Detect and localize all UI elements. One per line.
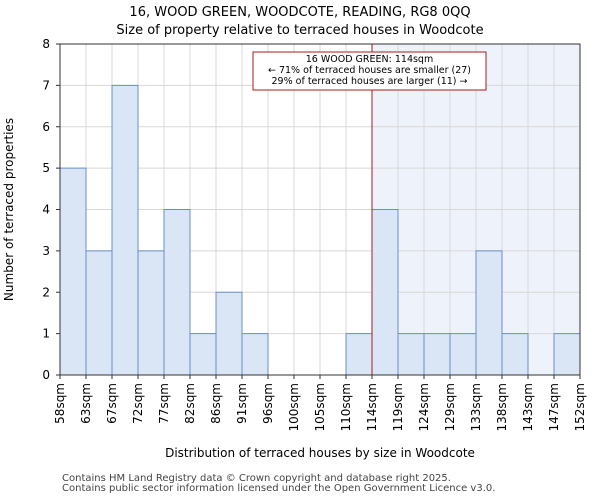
y-tick-label: 0 xyxy=(42,368,50,382)
bar xyxy=(241,333,269,376)
y-axis-ticks: 0 1 2 3 4 5 6 7 8 xyxy=(42,37,60,382)
x-tick-label: 67sqm xyxy=(105,383,119,424)
bar xyxy=(501,333,529,376)
x-tick-label: 129sqm xyxy=(443,383,457,431)
x-tick-label: 100sqm xyxy=(287,383,301,431)
bar xyxy=(85,250,113,376)
footer-credits: Contains HM Land Registry data © Crown c… xyxy=(62,474,495,494)
bar xyxy=(371,209,399,376)
bar xyxy=(59,167,87,376)
chart-title-block: 16, WOOD GREEN, WOODCOTE, READING, RG8 0… xyxy=(0,4,600,40)
x-tick-label: 72sqm xyxy=(131,383,145,424)
y-tick-label: 4 xyxy=(42,203,50,217)
bar xyxy=(189,333,217,376)
x-tick-label: 82sqm xyxy=(183,383,197,424)
y-tick-label: 7 xyxy=(42,78,50,92)
annotation-line-2: ← 71% of terraced houses are smaller (27… xyxy=(268,65,471,76)
x-tick-label: 110sqm xyxy=(339,383,353,431)
bar xyxy=(397,333,425,376)
bar xyxy=(449,333,477,376)
bar xyxy=(475,250,503,376)
x-tick-label: 114sqm xyxy=(365,383,379,431)
x-tick-label: 63sqm xyxy=(79,383,93,424)
bars-group xyxy=(59,84,581,376)
x-tick-label: 91sqm xyxy=(235,383,249,424)
y-tick-label: 8 xyxy=(42,37,50,51)
bar xyxy=(163,209,191,376)
y-tick-label: 1 xyxy=(42,327,50,341)
bar xyxy=(215,291,243,376)
bar xyxy=(137,250,165,376)
footer-line-1: Contains HM Land Registry data © Crown c… xyxy=(62,473,451,484)
x-tick-label: 96sqm xyxy=(261,383,275,424)
x-tick-label: 124sqm xyxy=(417,383,431,431)
x-tick-label: 152sqm xyxy=(573,383,587,431)
y-tick-label: 3 xyxy=(42,244,50,258)
footer-line-2: Contains public sector information licen… xyxy=(62,483,496,494)
annotation-line-1: 16 WOOD GREEN: 114sqm xyxy=(306,54,433,65)
y-tick-label: 2 xyxy=(42,285,50,299)
y-tick-label: 5 xyxy=(42,161,50,175)
x-tick-label: 147sqm xyxy=(547,383,561,431)
annotation-box: 16 WOOD GREEN: 114sqm ← 71% of terraced … xyxy=(252,51,487,91)
annotation-line-3: 29% of terraced houses are larger (11) → xyxy=(272,76,468,87)
bar xyxy=(345,333,373,376)
bar xyxy=(553,333,581,376)
bar xyxy=(111,84,139,376)
x-axis-label: Distribution of terraced houses by size … xyxy=(165,446,475,460)
x-tick-label: 143sqm xyxy=(521,383,535,431)
x-tick-label: 105sqm xyxy=(313,383,327,431)
chart-subtitle: Size of property relative to terraced ho… xyxy=(116,23,484,38)
x-tick-label: 133sqm xyxy=(469,383,483,431)
x-tick-label: 58sqm xyxy=(53,383,67,424)
x-tick-label: 77sqm xyxy=(157,383,171,424)
bar xyxy=(423,333,451,376)
y-tick-label: 6 xyxy=(42,120,50,134)
x-tick-label: 138sqm xyxy=(495,383,509,431)
annotation-border xyxy=(252,51,487,91)
y-axis-label: Number of terraced properties xyxy=(2,118,16,301)
x-tick-label: 119sqm xyxy=(391,383,405,431)
x-axis-ticks: 58sqm 63sqm 67sqm 72sqm 77sqm 82sqm 86sqm 91sqm… xyxy=(53,375,587,431)
x-tick-label: 86sqm xyxy=(209,383,223,424)
chart-title: 16, WOOD GREEN, WOODCOTE, READING, RG8 0… xyxy=(129,5,471,20)
